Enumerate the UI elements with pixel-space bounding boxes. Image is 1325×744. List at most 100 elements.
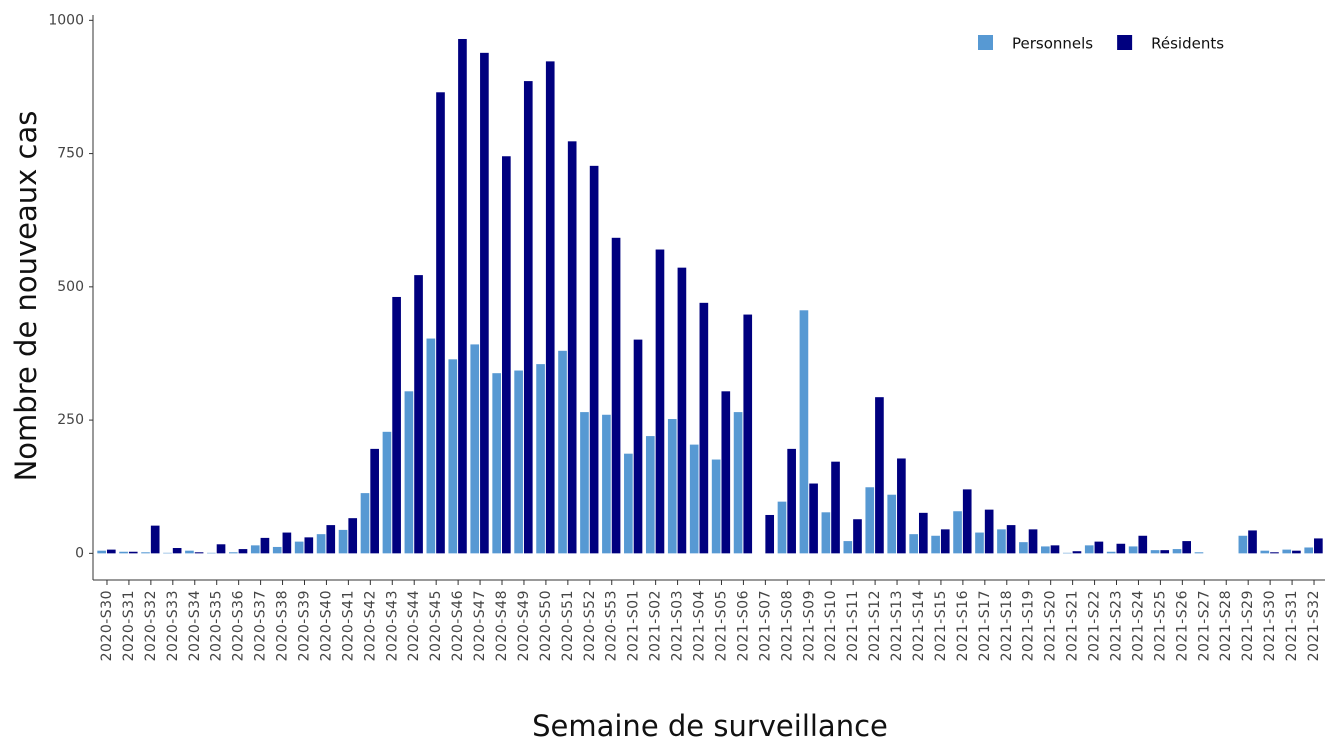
bar xyxy=(821,512,831,554)
x-tick-label: 2021-S06 xyxy=(735,590,751,661)
x-tick-label: 2020-S51 xyxy=(560,590,576,661)
bar xyxy=(260,537,270,554)
x-tick-label: 2021-S24 xyxy=(1130,590,1146,661)
x-tick-label: 2021-S11 xyxy=(845,590,861,661)
bar xyxy=(611,237,621,554)
bar xyxy=(633,339,643,554)
bar xyxy=(953,511,962,554)
bar xyxy=(370,448,379,554)
bar xyxy=(194,552,204,554)
bar xyxy=(1194,552,1204,554)
bar xyxy=(448,359,458,554)
bar xyxy=(523,81,533,554)
bar xyxy=(1182,541,1192,554)
x-tick-label: 2020-S30 xyxy=(99,590,115,661)
bar xyxy=(492,373,502,554)
bar xyxy=(172,548,182,554)
bar xyxy=(853,519,862,554)
x-tick-label: 2021-S15 xyxy=(933,590,949,661)
bar xyxy=(185,550,194,554)
bar xyxy=(962,489,972,554)
bar xyxy=(1084,545,1094,554)
x-tick-label: 2020-S39 xyxy=(296,590,312,661)
y-tick-label: 750 xyxy=(57,146,84,162)
x-tick-label: 2020-S40 xyxy=(318,590,334,661)
y-tick-label: 0 xyxy=(75,545,84,561)
bar xyxy=(426,338,436,554)
bar xyxy=(1160,550,1170,554)
x-tick-label: 2021-S09 xyxy=(801,590,817,661)
x-tick-label: 2021-S08 xyxy=(779,590,795,661)
bar xyxy=(1138,535,1148,554)
x-tick-label: 2021-S31 xyxy=(1284,590,1300,661)
bar xyxy=(382,431,392,554)
x-tick-label: 2021-S29 xyxy=(1240,590,1256,661)
bar xyxy=(436,92,445,554)
x-tick-label: 2020-S49 xyxy=(516,590,532,661)
x-tick-label: 2021-S28 xyxy=(1218,590,1234,661)
x-tick-label: 2021-S23 xyxy=(1109,590,1125,661)
bar xyxy=(1150,550,1160,554)
x-tick-label: 2020-S53 xyxy=(604,590,620,661)
x-tick-label: 2021-S22 xyxy=(1087,590,1103,661)
x-tick-label: 2021-S07 xyxy=(757,590,773,661)
bar xyxy=(865,487,875,554)
legend-swatch xyxy=(978,35,993,50)
bar xyxy=(282,532,292,554)
x-tick-label: 2020-S44 xyxy=(406,590,422,661)
bar xyxy=(163,552,172,554)
bar xyxy=(875,397,884,554)
bar xyxy=(404,391,414,554)
bar xyxy=(711,459,721,554)
bar xyxy=(743,314,753,554)
bar xyxy=(338,529,348,554)
bar xyxy=(975,532,984,554)
bar xyxy=(1006,525,1016,554)
bar xyxy=(119,551,128,554)
bar xyxy=(250,545,260,554)
bar xyxy=(414,275,423,554)
bar xyxy=(348,518,358,554)
bar xyxy=(1314,538,1323,554)
bar xyxy=(765,514,775,554)
x-axis-title: Semaine de surveillance xyxy=(532,709,888,743)
bar xyxy=(843,541,853,554)
x-tick-label: 2020-S52 xyxy=(582,590,598,661)
x-tick-label: 2020-S50 xyxy=(538,590,554,661)
bar xyxy=(294,541,304,554)
bar xyxy=(536,364,545,554)
x-tick-label: 2021-S27 xyxy=(1196,590,1212,661)
bar xyxy=(887,494,897,554)
bar xyxy=(997,529,1006,554)
bar xyxy=(645,436,655,554)
x-tick-label: 2021-S20 xyxy=(1043,590,1059,661)
bar xyxy=(580,412,589,554)
bar xyxy=(458,38,467,554)
bar xyxy=(1019,542,1028,554)
x-tick-label: 2021-S30 xyxy=(1262,590,1278,661)
bar xyxy=(940,529,950,554)
bar xyxy=(667,419,677,554)
legend-swatch xyxy=(1117,35,1133,50)
bar xyxy=(558,350,567,554)
bar xyxy=(480,52,489,554)
legend-label: Personnels xyxy=(1012,35,1093,53)
x-tick-label: 2021-S12 xyxy=(867,590,883,661)
bar xyxy=(831,461,840,554)
bar xyxy=(360,493,370,554)
bar xyxy=(655,249,665,554)
bar xyxy=(1041,546,1050,554)
bar xyxy=(567,141,577,554)
x-tick-label: 2020-S34 xyxy=(187,590,203,661)
bar xyxy=(1062,552,1072,554)
bar xyxy=(1094,541,1104,554)
x-tick-label: 2020-S31 xyxy=(121,590,137,661)
bar xyxy=(677,267,687,554)
x-tick-label: 2021-S13 xyxy=(889,590,905,661)
x-tick-label: 2021-S21 xyxy=(1065,590,1081,661)
bar xyxy=(699,302,709,554)
y-tick-label: 250 xyxy=(57,412,84,428)
bar xyxy=(984,509,994,554)
bar xyxy=(721,391,731,554)
